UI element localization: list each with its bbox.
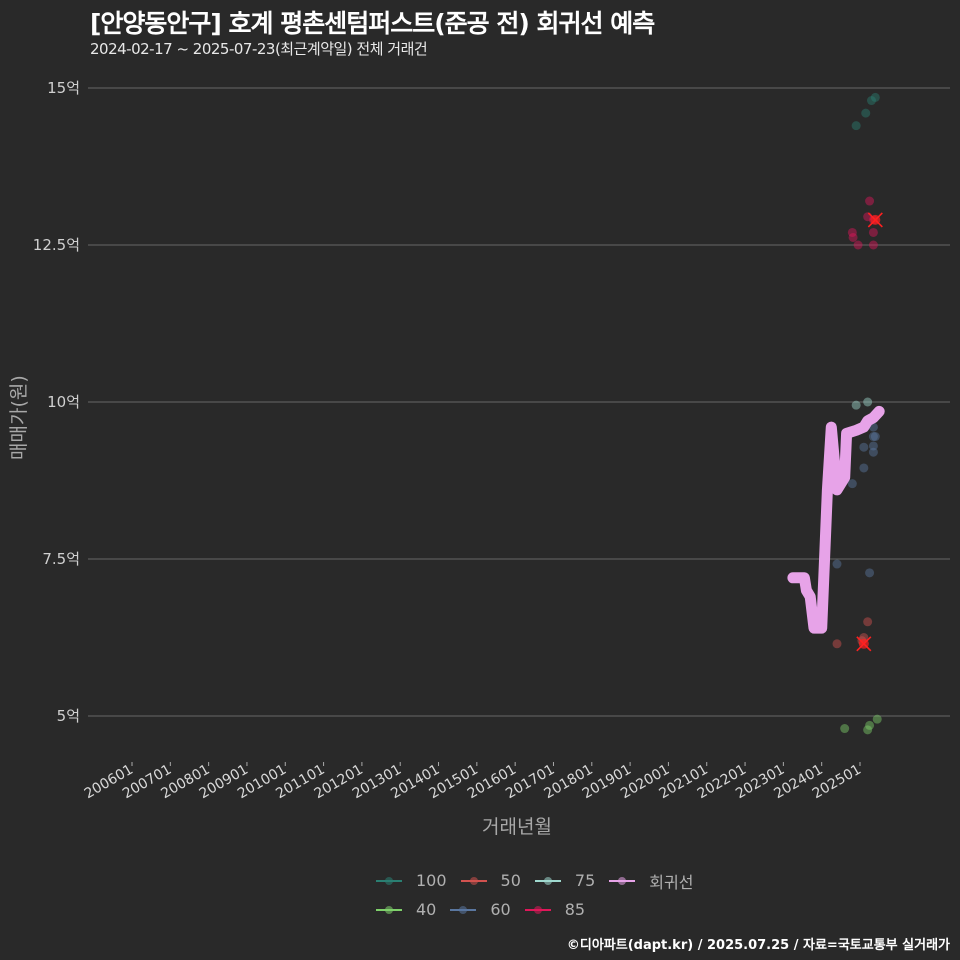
- data-point: [847, 479, 857, 489]
- legend-label: 60: [490, 900, 511, 919]
- y-axis-ticks: 5억 7.5억 10억 12.5억 15억: [33, 79, 80, 725]
- data-point: [863, 617, 873, 627]
- data-point: [868, 227, 878, 237]
- x-axis-ticks: 2006012007012008012009012010012011012012…: [82, 762, 864, 803]
- chart-subtitle: 2024-02-17 ~ 2025-07-23(최근계약일) 전체 거래건: [90, 40, 428, 58]
- data-point: [851, 400, 861, 410]
- legend-label: 40: [416, 900, 437, 919]
- data-point: [863, 397, 873, 407]
- data-point: [853, 240, 863, 250]
- data-point: [865, 196, 875, 206]
- legend-label: 85: [564, 900, 586, 919]
- data-point: [868, 447, 878, 457]
- legend-label: 75: [574, 871, 596, 890]
- y-tick-label: 7.5억: [42, 550, 80, 568]
- data-point: [859, 463, 869, 473]
- legend-item-40[interactable]: 40: [376, 900, 436, 919]
- data-point: [851, 121, 861, 131]
- legend-item-100[interactable]: 100: [376, 871, 447, 890]
- legend-row-2: 40 60 85: [376, 895, 707, 924]
- data-point: [865, 720, 875, 730]
- gridlines: [88, 87, 950, 717]
- data-point: [870, 92, 880, 102]
- legend-item-85[interactable]: 85: [524, 900, 586, 919]
- data-point: [868, 240, 878, 250]
- legend-key-icon: [376, 903, 402, 917]
- legend-key-icon: [460, 874, 487, 888]
- scatter-points: [832, 92, 882, 735]
- legend-item-50[interactable]: 50: [460, 871, 521, 890]
- y-tick-label: 12.5억: [33, 236, 80, 254]
- y-tick-label: 10억: [47, 393, 80, 411]
- x-axis-label: 거래년월: [482, 816, 552, 838]
- data-point: [847, 227, 857, 237]
- data-point: [863, 725, 873, 735]
- legend-key-icon: [376, 874, 402, 888]
- legend-label: 50: [500, 871, 521, 890]
- data-point: [861, 108, 871, 118]
- source-credit: ©디아파트(dapt.kr) / 2025.07.25 / 자료=국토교통부 실…: [566, 938, 950, 953]
- legend-key-icon: [534, 874, 561, 888]
- legend-key-icon: [524, 903, 551, 917]
- chart-title: [안양동안구] 호계 평촌센텀퍼스트(준공 전) 회귀선 예측: [90, 9, 655, 38]
- y-tick-label: 15억: [47, 79, 80, 97]
- legend-label: 회귀선: [649, 872, 694, 892]
- legend-item-75[interactable]: 75: [534, 871, 596, 890]
- y-tick-label: 5억: [57, 707, 80, 725]
- data-point: [832, 559, 842, 569]
- data-point: [872, 714, 882, 724]
- data-point: [859, 442, 869, 452]
- data-point: [865, 568, 875, 578]
- legend-key-icon: [450, 903, 477, 917]
- data-point: [868, 432, 878, 442]
- legend-row-1: 100 50 75 회귀선: [376, 866, 707, 895]
- y-axis-label: 매매가(원): [8, 375, 30, 460]
- legend-item-60[interactable]: 60: [450, 900, 511, 919]
- data-point: [832, 639, 842, 649]
- data-point: [848, 232, 858, 242]
- highlight-markers: [856, 212, 883, 652]
- regression-path: [787, 405, 885, 634]
- legend-item-regression[interactable]: 회귀선: [609, 869, 693, 893]
- legend-label: 100: [416, 871, 447, 890]
- data-point: [870, 432, 880, 442]
- x-marker-icon: [856, 636, 872, 652]
- data-point: [866, 96, 876, 106]
- regression-line: [787, 405, 885, 634]
- legend-key-icon: [609, 874, 636, 888]
- legend: 100 50 75 회귀선 40 60 85: [376, 866, 707, 924]
- data-point: [868, 441, 878, 451]
- data-point: [840, 724, 850, 734]
- x-marker-icon: [867, 212, 883, 228]
